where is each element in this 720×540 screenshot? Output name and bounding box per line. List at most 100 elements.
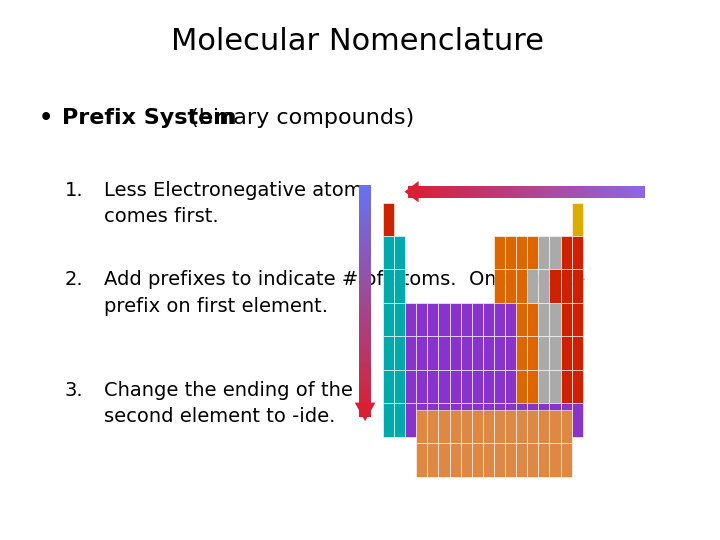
Bar bbox=[539, 269, 549, 303]
Bar bbox=[428, 303, 438, 336]
Bar bbox=[359, 401, 371, 406]
Bar bbox=[494, 410, 505, 443]
Bar bbox=[572, 236, 582, 269]
Bar bbox=[359, 274, 371, 278]
Bar bbox=[495, 186, 500, 198]
Bar bbox=[515, 186, 519, 198]
Bar bbox=[405, 336, 416, 370]
Bar bbox=[359, 269, 371, 274]
Text: •: • bbox=[40, 108, 61, 128]
Bar bbox=[359, 394, 371, 398]
Bar bbox=[438, 370, 449, 403]
Bar bbox=[428, 403, 438, 437]
Bar bbox=[428, 370, 438, 403]
Bar bbox=[527, 236, 539, 269]
Bar bbox=[494, 269, 505, 303]
Bar bbox=[394, 269, 405, 303]
Text: Add prefixes to indicate # of atoms.  Omit mono-
prefix on first element.: Add prefixes to indicate # of atoms. Omi… bbox=[104, 270, 585, 315]
Bar bbox=[560, 403, 572, 437]
Bar bbox=[359, 281, 371, 286]
Bar bbox=[582, 186, 586, 198]
Bar bbox=[359, 258, 371, 262]
Bar bbox=[539, 336, 549, 370]
Bar bbox=[562, 186, 567, 198]
Bar bbox=[449, 303, 461, 336]
Bar bbox=[549, 403, 560, 437]
Bar bbox=[472, 410, 483, 443]
Bar bbox=[590, 186, 594, 198]
Bar bbox=[359, 390, 371, 394]
Bar bbox=[359, 312, 371, 316]
Bar bbox=[534, 186, 539, 198]
Bar bbox=[438, 303, 449, 336]
Bar bbox=[359, 324, 371, 328]
Bar bbox=[510, 186, 516, 198]
Bar bbox=[359, 308, 371, 313]
Bar bbox=[572, 202, 582, 236]
Bar bbox=[359, 285, 371, 289]
Bar bbox=[527, 443, 539, 477]
Bar bbox=[546, 186, 551, 198]
Bar bbox=[539, 370, 549, 403]
Bar bbox=[472, 443, 483, 477]
Bar bbox=[359, 382, 371, 387]
Bar bbox=[572, 403, 582, 437]
Bar bbox=[359, 289, 371, 293]
Bar bbox=[416, 410, 428, 443]
Bar bbox=[359, 305, 371, 309]
Bar bbox=[394, 336, 405, 370]
Bar bbox=[503, 186, 508, 198]
Bar bbox=[560, 370, 572, 403]
Bar bbox=[467, 186, 472, 198]
Bar bbox=[526, 186, 531, 198]
Bar bbox=[629, 186, 634, 198]
Bar bbox=[516, 303, 527, 336]
Bar bbox=[566, 186, 570, 198]
Bar bbox=[359, 316, 371, 321]
Bar bbox=[499, 186, 503, 198]
Bar bbox=[440, 186, 444, 198]
Bar bbox=[438, 443, 449, 477]
Bar bbox=[359, 204, 371, 208]
Bar bbox=[394, 236, 405, 269]
Bar bbox=[633, 186, 637, 198]
Bar bbox=[609, 186, 614, 198]
Bar bbox=[560, 443, 572, 477]
Bar bbox=[461, 336, 472, 370]
Bar bbox=[483, 410, 494, 443]
Bar bbox=[359, 397, 371, 402]
Bar bbox=[494, 303, 505, 336]
Bar bbox=[359, 246, 371, 251]
Bar bbox=[444, 186, 449, 198]
Bar bbox=[527, 336, 539, 370]
Bar bbox=[451, 186, 456, 198]
Bar bbox=[483, 403, 494, 437]
Bar bbox=[572, 269, 582, 303]
Bar bbox=[516, 443, 527, 477]
Bar bbox=[359, 363, 371, 367]
Bar bbox=[516, 269, 527, 303]
Bar bbox=[550, 186, 555, 198]
Bar bbox=[539, 410, 549, 443]
Bar bbox=[359, 355, 371, 359]
Bar bbox=[542, 186, 547, 198]
Bar bbox=[436, 186, 441, 198]
Bar bbox=[507, 186, 511, 198]
Bar bbox=[494, 403, 505, 437]
Bar bbox=[359, 239, 371, 243]
Bar bbox=[461, 370, 472, 403]
Bar bbox=[570, 186, 575, 198]
Bar bbox=[549, 303, 560, 336]
Bar bbox=[549, 370, 560, 403]
Bar bbox=[472, 303, 483, 336]
Bar bbox=[359, 266, 371, 270]
Bar bbox=[359, 185, 371, 189]
Bar bbox=[432, 186, 436, 198]
Bar bbox=[359, 262, 371, 266]
Bar bbox=[449, 336, 461, 370]
Text: Less Electronegative atom
comes first.: Less Electronegative atom comes first. bbox=[104, 181, 362, 226]
Bar bbox=[359, 235, 371, 239]
Bar bbox=[359, 335, 371, 340]
Bar bbox=[405, 303, 416, 336]
Bar bbox=[641, 186, 645, 198]
